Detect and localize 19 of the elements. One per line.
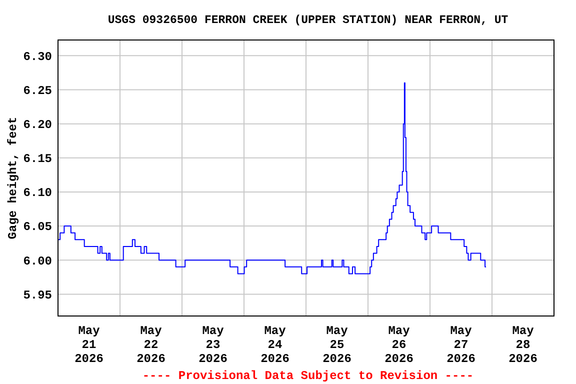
chart-title: USGS 09326500 FERRON CREEK (UPPER STATION) NEAR FERRON, UT — [108, 14, 508, 27]
x-tick-label: May 27 2026 — [446, 324, 476, 366]
y-tick-label: 6.10 — [23, 186, 52, 200]
x-tick-label: May 23 2026 — [198, 324, 228, 366]
y-tick-label: 6.05 — [23, 220, 52, 234]
y-tick-label: 5.95 — [23, 288, 52, 302]
x-tick-label: May 25 2026 — [322, 324, 352, 366]
x-tick-label: May 21 2026 — [74, 324, 104, 366]
y-tick-label: 6.20 — [23, 118, 52, 132]
y-axis-title: Gage height, feet — [6, 116, 20, 240]
y-tick-label: 6.25 — [23, 84, 52, 98]
y-tick-label: 6.30 — [23, 50, 52, 64]
x-tick-label: May 26 2026 — [384, 324, 414, 366]
x-tick-label: May 24 2026 — [260, 324, 290, 366]
y-tick-label: 6.15 — [23, 152, 52, 166]
x-tick-label: May 28 2026 — [508, 324, 538, 366]
x-tick-label: May 22 2026 — [136, 324, 166, 366]
y-tick-label: 6.00 — [23, 254, 52, 268]
text: ---- Provisional Data Subject to Revision ---- — [142, 369, 474, 383]
